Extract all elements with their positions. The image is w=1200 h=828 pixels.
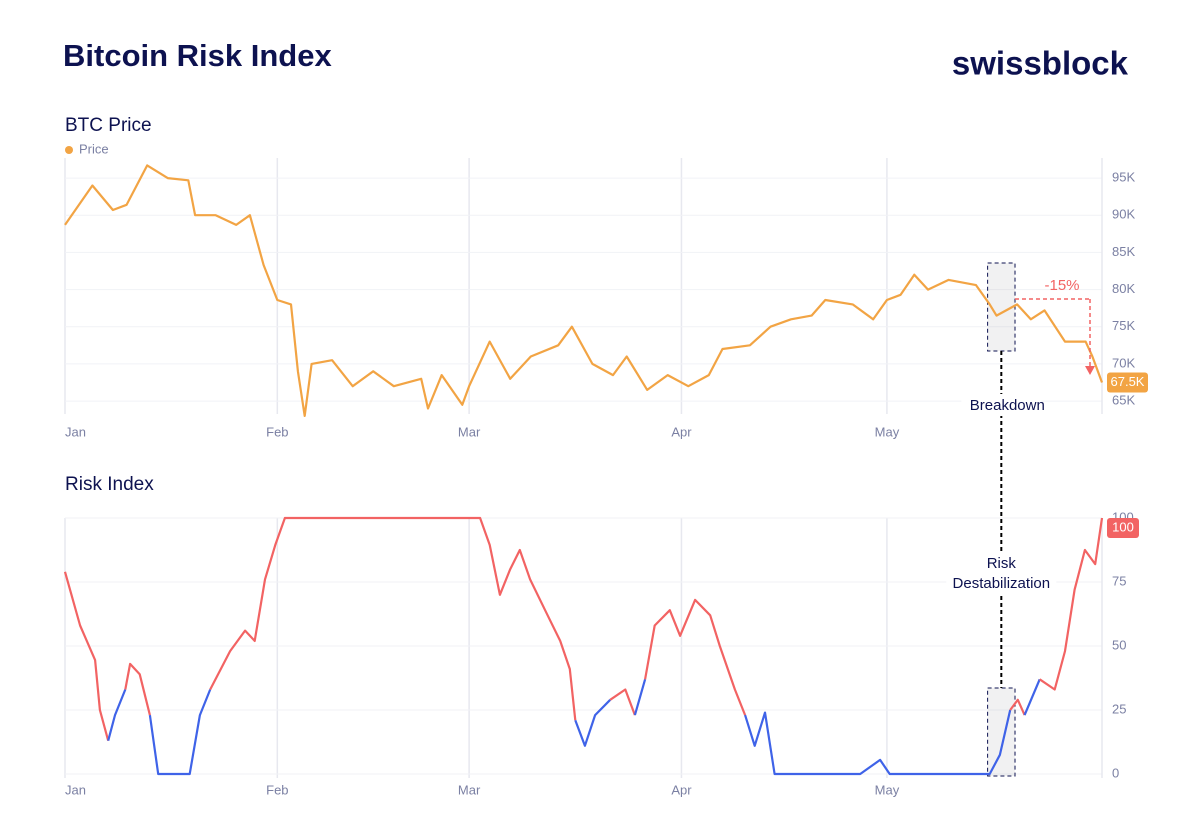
label-backdrop: [946, 552, 1057, 596]
annotation: Risk Destabilization: [953, 555, 1051, 592]
end-badge-label: 100: [1112, 519, 1134, 534]
line-series: [148, 689, 212, 776]
x-tick-label: Mar: [458, 424, 481, 439]
y-tick-label: 90K: [1112, 207, 1135, 222]
x-tick-label: Apr: [671, 424, 692, 439]
x-tick-label: May: [875, 782, 900, 797]
line-series: [633, 678, 647, 716]
x-tick-label: Apr: [671, 782, 692, 797]
line-series: [64, 164, 1104, 417]
x-tick-label: Feb: [266, 782, 288, 797]
line-series: [124, 662, 151, 716]
line-series: [574, 699, 611, 747]
x-tick-label: May: [875, 424, 900, 439]
line-series: [63, 571, 110, 741]
end-badge: [1107, 518, 1139, 538]
line-series: [609, 688, 636, 716]
line-series: [107, 689, 127, 741]
y-tick-label: 0: [1112, 765, 1119, 780]
y-tick-label: 75K: [1112, 318, 1135, 333]
drop-label: -15%: [1044, 277, 1079, 294]
line-series: [1009, 698, 1026, 716]
y-tick-label: 75: [1112, 573, 1126, 588]
y-tick-label: 50: [1112, 637, 1126, 652]
drop-arrowhead: [1085, 366, 1095, 375]
x-tick-label: Feb: [266, 424, 288, 439]
y-tick-label: 25: [1112, 701, 1126, 716]
line-series: [744, 709, 1012, 776]
line-series: [1039, 517, 1104, 691]
x-tick-label: Jan: [65, 782, 86, 797]
legend-label: Price: [79, 141, 109, 156]
line-series: [209, 516, 577, 721]
annotation: Breakdown: [970, 397, 1045, 414]
y-tick-label: 70K: [1112, 355, 1135, 370]
page-title: Bitcoin Risk Index: [63, 38, 332, 73]
brand-logo: swissblock: [952, 45, 1129, 82]
y-tick-label: 80K: [1112, 281, 1135, 296]
x-tick-label: Mar: [458, 782, 481, 797]
label-backdrop: [961, 394, 1042, 416]
chart-title: BTC Price: [65, 115, 152, 136]
x-tick-label: Jan: [65, 424, 86, 439]
chart-title: Risk Index: [65, 474, 154, 495]
y-tick-label: 95K: [1112, 170, 1135, 185]
y-tick-label: 65K: [1112, 393, 1135, 408]
legend-swatch: [65, 146, 73, 154]
end-badge: [1107, 372, 1148, 393]
highlight-box: [987, 687, 1016, 777]
y-tick-label: 85K: [1112, 244, 1135, 259]
line-series: [644, 598, 747, 716]
line-series: [1023, 678, 1041, 716]
end-badge-label: 67.5K: [1111, 374, 1145, 389]
